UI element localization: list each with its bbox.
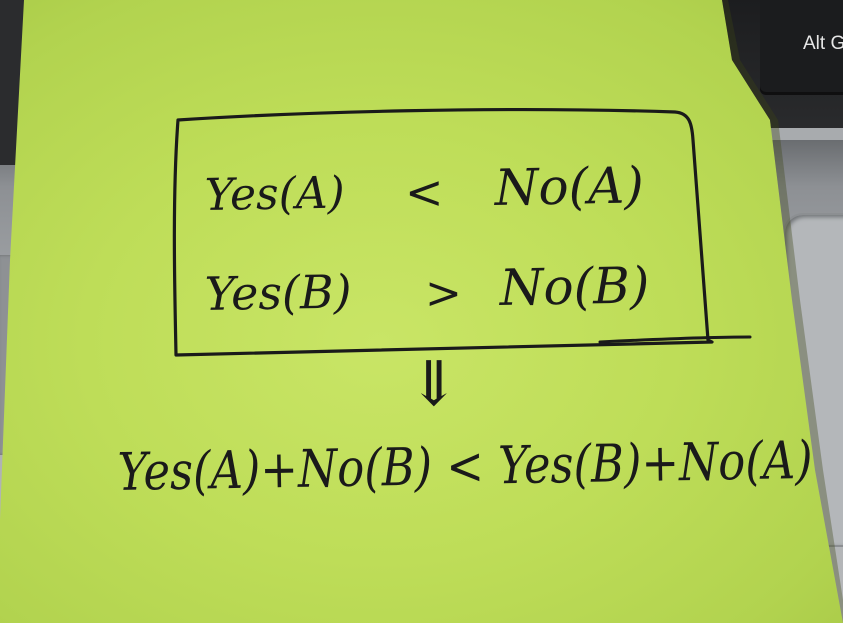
yes-b-text: Yes(B) (204, 264, 352, 321)
alt-key (760, 0, 843, 95)
laptop-edge (760, 128, 843, 140)
yes-a-text: Yes(A) (204, 168, 345, 221)
greater-than-symbol: > (425, 268, 462, 319)
less-than-symbol-1: < (405, 165, 444, 219)
double-down-arrow-icon: ⇓ (408, 347, 460, 420)
box-bottom-overshoot (598, 335, 752, 344)
alt-key-label: Alt G (803, 33, 843, 54)
hand-drawn-box (172, 107, 714, 357)
conclusion-inequality: Yes(A)+No(B) < Yes(B)+No(A) (117, 431, 813, 503)
no-b-text: No(B) (498, 256, 650, 317)
no-a-text: No(A) (493, 156, 644, 217)
